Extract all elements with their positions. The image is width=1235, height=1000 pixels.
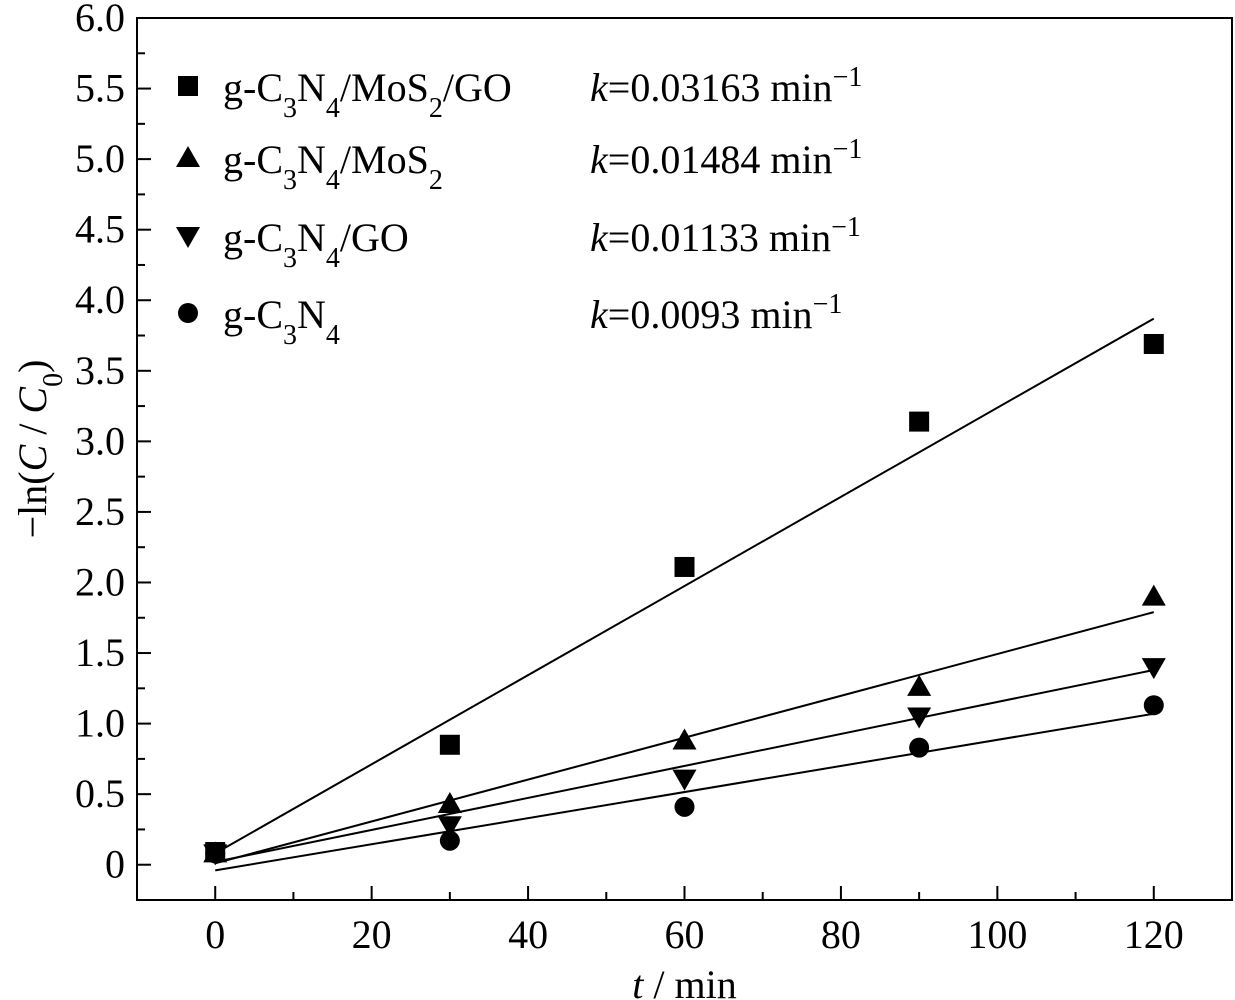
legend: g-C3N4/MoS2/GO k=0.03163 min−1 g-C3N4/MoS2… [176, 62, 862, 351]
x-tick-label: 80 [821, 912, 861, 957]
data-point-circle [909, 737, 930, 758]
data-point-circle [205, 843, 226, 864]
data-point-triangle-down [907, 707, 932, 729]
fit-line-triangle-down [215, 668, 1154, 863]
y-axis-title: −ln(C / C0) [10, 360, 69, 539]
legend-rate-constant: k=0.03163 min−1 [590, 62, 862, 111]
data-point-triangle-down [672, 769, 697, 791]
legend-label: g-C3N4/MoS2/GO [223, 65, 512, 124]
data-point-triangle-down [1141, 658, 1166, 680]
fit-line-square [214, 317, 1155, 855]
y-tick-label: 1.0 [75, 701, 125, 746]
tick-labels: 0 20 40 60 80 100 120 0 0.5 1.0 1.5 2.0 2.5 3.0 3.5 4.0… [75, 0, 1184, 957]
legend-marker-square [178, 76, 198, 96]
data-point-triangle-up [437, 792, 462, 814]
axis-ticks [137, 17, 1155, 900]
y-tick-label: 1.5 [75, 630, 125, 675]
y-tick-label: 2.0 [75, 559, 125, 604]
x-axis-title: t / min [632, 962, 736, 1000]
legend-marker-triangle-up [176, 146, 200, 167]
data-point-square [439, 734, 460, 755]
data-point-circle [674, 796, 695, 817]
x-tick-label: 0 [205, 912, 225, 957]
fit-line-circle [215, 712, 1154, 872]
x-tick-label: 40 [508, 912, 548, 957]
y-tick-label: 4.0 [75, 277, 125, 322]
x-tick-label: 60 [665, 912, 705, 957]
y-tick-label: 3.5 [75, 348, 125, 393]
x-tick-label: 20 [352, 912, 392, 957]
data-point-circle [439, 830, 460, 851]
legend-label: g-C3N4/GO [223, 215, 409, 274]
y-tick-label: 5.0 [75, 136, 125, 181]
data-markers [203, 333, 1166, 866]
legend-rate-constant: k=0.01484 min−1 [590, 134, 862, 183]
y-tick-label: 4.5 [75, 207, 125, 252]
y-tick-label: 3.0 [75, 418, 125, 463]
data-point-triangle-up [672, 728, 697, 750]
data-point-triangle-up [1141, 584, 1166, 606]
data-point-square [909, 411, 930, 432]
legend-label: g-C3N4 [223, 292, 340, 351]
legend-rate-constant: k=0.0093 min−1 [590, 289, 842, 338]
y-tick-label: 5.5 [75, 66, 125, 111]
data-point-circle [1143, 695, 1164, 716]
data-point-square [1143, 333, 1164, 354]
data-point-square [674, 556, 695, 577]
data-point-triangle-up [907, 674, 932, 696]
x-tick-label: 100 [967, 912, 1027, 957]
legend-rate-constant: k=0.01133 min−1 [590, 212, 861, 261]
x-tick-label: 120 [1124, 912, 1184, 957]
data-point-triangle-down [437, 816, 462, 838]
y-tick-label: 0 [105, 842, 125, 887]
y-tick-label: 6.0 [75, 0, 125, 40]
legend-marker-triangle-down [176, 227, 200, 248]
legend-label: g-C3N4/MoS2 [223, 137, 443, 196]
y-tick-label: 0.5 [75, 771, 125, 816]
legend-marker-circle [178, 303, 198, 323]
y-tick-label: 2.5 [75, 489, 125, 534]
